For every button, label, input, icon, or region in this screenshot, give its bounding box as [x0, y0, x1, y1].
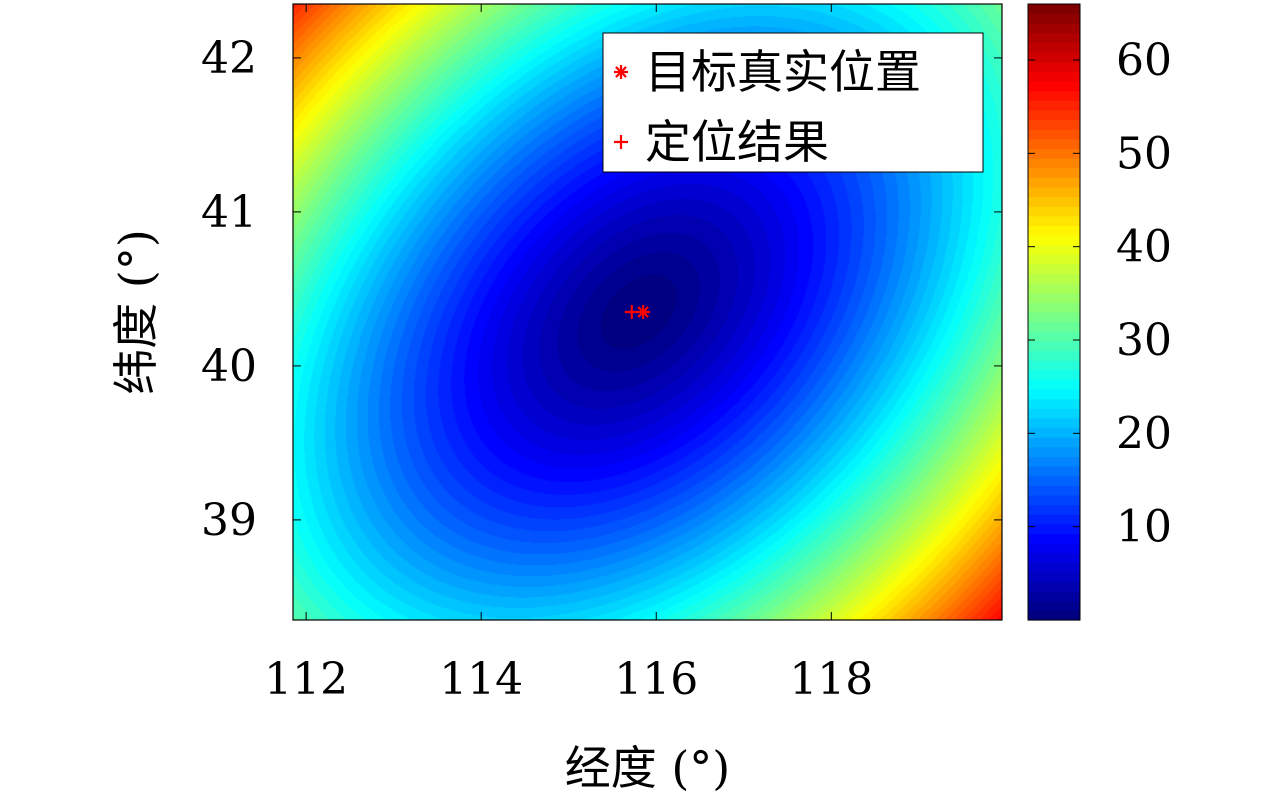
- plot-frame: [292, 3, 1003, 621]
- colorbar-tick-label: 20: [1116, 408, 1172, 459]
- colorbar-band: [1028, 138, 1080, 149]
- markers: [624, 305, 651, 319]
- colorbar-band: [1028, 331, 1080, 342]
- x-axis-label: 经度 (°): [565, 741, 731, 795]
- colorbar-tick-label: 30: [1116, 315, 1172, 366]
- colorbar-band: [1028, 254, 1080, 265]
- colorbar-band: [1028, 494, 1080, 506]
- colorbar-band: [1028, 466, 1080, 477]
- legend-marker: [614, 135, 628, 149]
- colorbar-band: [1028, 71, 1080, 82]
- y-axis-label: 纬度 (°): [109, 229, 163, 395]
- colorbar-band: [1028, 523, 1080, 534]
- legend-box: [602, 32, 984, 173]
- legend-label: 目标真实位置: [645, 45, 921, 99]
- colorbar-band: [1028, 42, 1080, 53]
- colorbar-band: [1028, 23, 1080, 34]
- colorbar-tick-label: 50: [1116, 128, 1172, 179]
- colorbar-band: [1028, 504, 1080, 515]
- colorbar-band: [1028, 186, 1080, 198]
- x-tick-label: 112: [264, 654, 348, 705]
- colorbar-band: [1028, 360, 1080, 371]
- y-tick-label: 42: [201, 33, 257, 84]
- colorbar-band: [1028, 273, 1080, 284]
- y-tick-label: 39: [201, 495, 257, 546]
- colorbar-band: [1028, 350, 1080, 361]
- colorbar-frame: [1027, 3, 1081, 621]
- colorbar-band: [1028, 215, 1080, 226]
- colorbar-band: [1028, 600, 1080, 611]
- colorbar-band: [1028, 417, 1080, 429]
- colorbar-band: [1028, 485, 1080, 496]
- colorbar-band: [1028, 52, 1080, 63]
- colorbar-band: [1028, 437, 1080, 448]
- colorbar-band: [1028, 514, 1080, 525]
- colorbar-band: [1028, 292, 1080, 303]
- colorbar-band: [1028, 100, 1080, 111]
- colorbar-band: [1028, 235, 1080, 246]
- colorbar-band: [1028, 340, 1080, 352]
- colorbar-band: [1028, 61, 1080, 72]
- colorbar-band: [1028, 475, 1080, 486]
- colorbar-band: [1028, 4, 1080, 15]
- colorbar-tick-label: 10: [1116, 502, 1172, 553]
- x-axis: 112 114 116 118: [264, 4, 873, 705]
- colorbar-band: [1028, 571, 1080, 583]
- colorbar-band: [1028, 446, 1080, 457]
- x-tick-label: 116: [614, 654, 698, 705]
- colorbar-band: [1028, 312, 1080, 323]
- colorbar-band: [1028, 456, 1080, 467]
- estimate-marker: [624, 305, 639, 319]
- colorbar-band: [1028, 119, 1080, 130]
- colorbar-band: [1028, 196, 1080, 207]
- colorbar-band: [1028, 244, 1080, 255]
- x-tick-label: 114: [439, 654, 523, 705]
- colorbar-band: [1028, 167, 1080, 178]
- colorbar-band: [1028, 263, 1080, 275]
- colorbar-tick-label: 40: [1116, 222, 1172, 273]
- colorbar-band: [1028, 398, 1080, 409]
- colorbar-band: [1028, 225, 1080, 236]
- colorbar-band: [1028, 389, 1080, 400]
- colorbar-band: [1028, 158, 1080, 169]
- colorbar-band: [1028, 148, 1080, 159]
- colorbar-tick-label: 60: [1116, 35, 1172, 86]
- legend-label: 定位结果: [645, 115, 829, 169]
- y-axis: 39 40 41 42: [201, 33, 1002, 546]
- x-tick-label: 118: [789, 654, 873, 705]
- colorbar-band: [1028, 109, 1080, 121]
- colorbar-band: [1028, 591, 1080, 602]
- colorbar-band: [1028, 610, 1080, 621]
- colorbar-band: [1028, 177, 1080, 188]
- colorbar-band: [1028, 562, 1080, 573]
- colorbar-band: [1028, 552, 1080, 563]
- colorbar-band: [1028, 427, 1080, 438]
- colorbar-band: [1028, 543, 1080, 554]
- y-tick-label: 40: [201, 341, 257, 392]
- colorbar-band: [1028, 32, 1080, 44]
- colorbar-band: [1028, 90, 1080, 101]
- colorbar-band: [1028, 129, 1080, 140]
- colorbar-band: [1028, 533, 1080, 544]
- colorbar-band: [1028, 13, 1080, 24]
- colorbar-band: [1028, 369, 1080, 380]
- colorbar: 10 20 30 40 50 60: [1027, 3, 1172, 621]
- colorbar-band: [1028, 283, 1080, 294]
- colorbar-band: [1028, 81, 1080, 92]
- colorbar-band: [1028, 379, 1080, 390]
- colorbar-band: [1028, 408, 1080, 419]
- colorbar-band: [1028, 321, 1080, 332]
- colorbar-band: [1028, 206, 1080, 217]
- y-tick-label: 41: [201, 187, 257, 238]
- colorbar-band: [1028, 302, 1080, 313]
- colorbar-band: [1028, 581, 1080, 592]
- legend-marker: [614, 65, 628, 79]
